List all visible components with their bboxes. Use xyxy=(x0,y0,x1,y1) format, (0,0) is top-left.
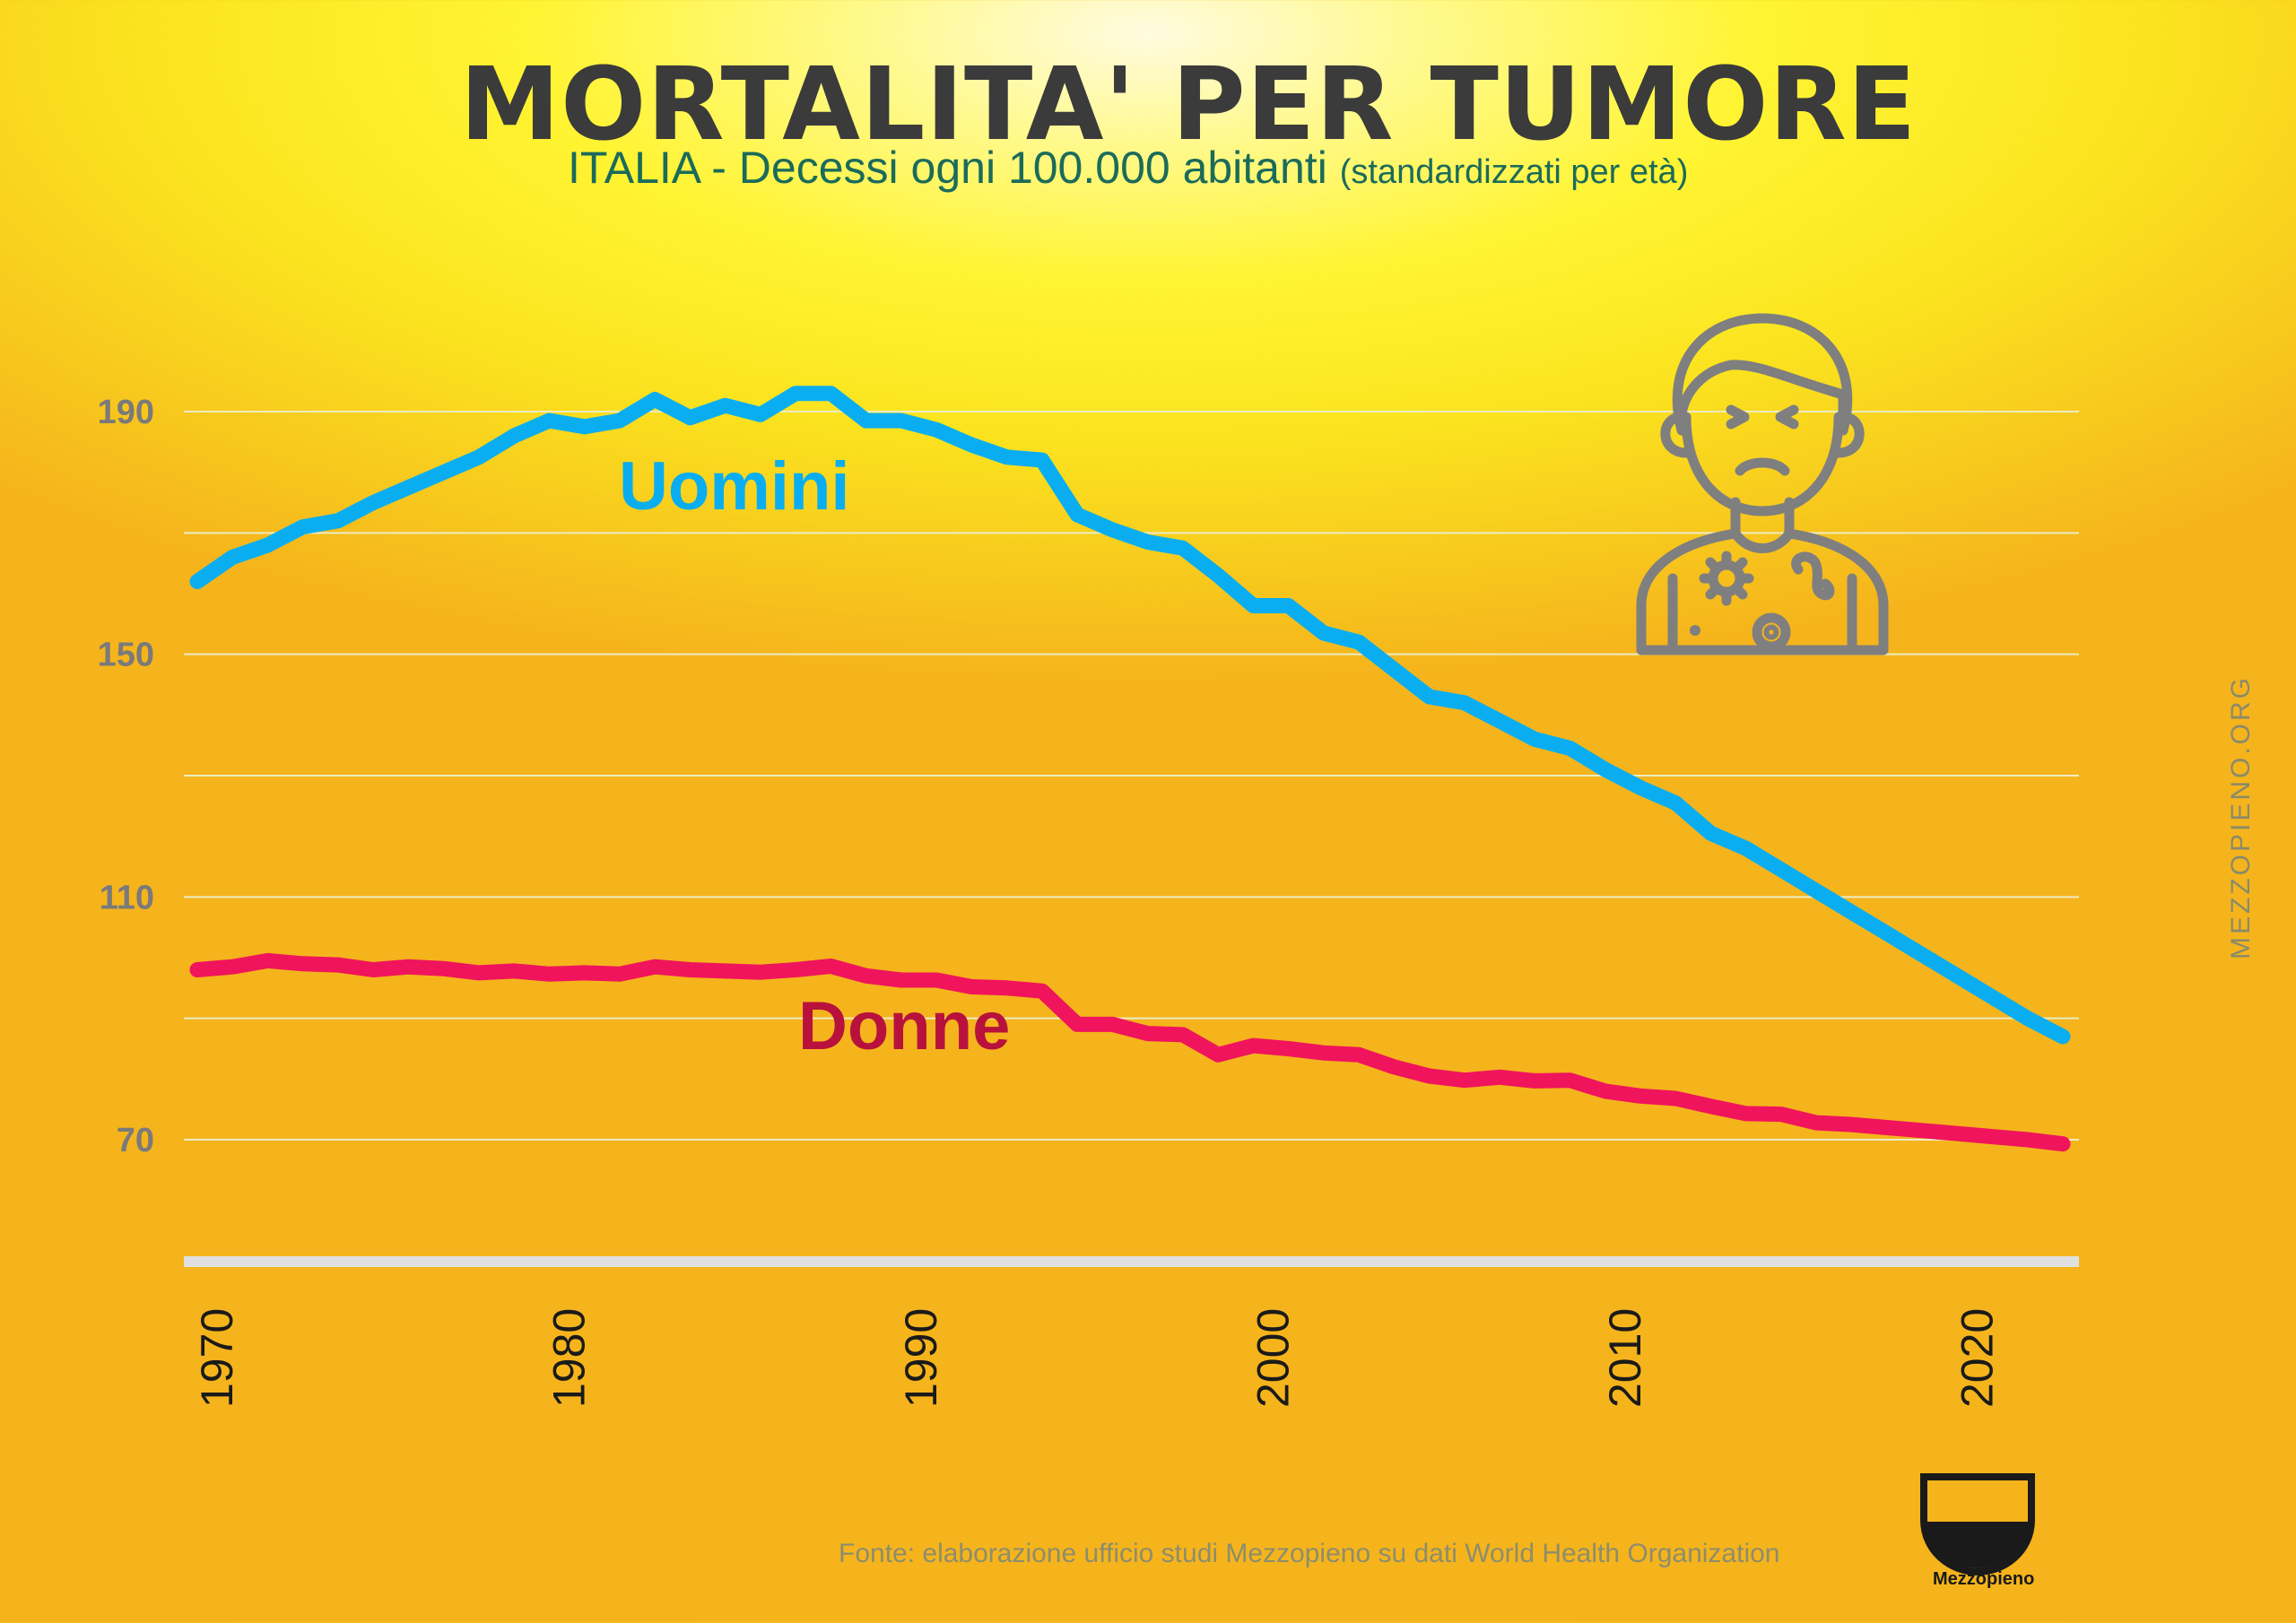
half-full-glass-icon xyxy=(1920,1473,2035,1576)
y-axis-ticks: 70 110 150 190 xyxy=(98,394,154,1159)
y-tick-label: 150 xyxy=(98,637,154,674)
x-tick-label: 1970 xyxy=(192,1308,242,1408)
series-line-uomini xyxy=(189,386,2071,1045)
y-tick-label: 110 xyxy=(100,879,154,916)
x-axis-ticks: 1970 1980 1990 2000 2010 2020 xyxy=(192,1308,2002,1408)
x-tick-label: 2010 xyxy=(1600,1308,1650,1408)
subtitle-note: (standardizzati per età) xyxy=(1339,153,1689,191)
subtitle-main: ITALIA - Decessi ogni 100.000 abitanti xyxy=(568,143,1327,193)
x-tick-label: 2000 xyxy=(1248,1308,1299,1408)
x-tick-label: 2020 xyxy=(1952,1308,2003,1408)
logo-text: Mezzopieno xyxy=(1933,1569,2035,1589)
series-label-uomini: Uomini xyxy=(619,448,850,525)
source-note: Fonte: elaborazione ufficio studi Mezzop… xyxy=(839,1539,1780,1568)
x-tick-label: 1990 xyxy=(896,1308,946,1408)
series-line-donne xyxy=(189,952,2071,1152)
y-tick-label: 190 xyxy=(98,394,154,431)
x-tick-label: 1980 xyxy=(544,1308,595,1408)
series-lines xyxy=(189,386,2071,1152)
series-label-donne: Donne xyxy=(798,988,1010,1064)
watermark-text: MEZZOPIENO.ORG xyxy=(2226,674,2256,959)
y-tick-label: 70 xyxy=(117,1122,154,1159)
chart-subtitle: ITALIA - Decessi ogni 100.000 abitanti (… xyxy=(568,142,1688,194)
chart-title: MORTALITA' PER TUMORE xyxy=(459,47,1918,163)
sick-person-icon xyxy=(1636,313,1889,655)
